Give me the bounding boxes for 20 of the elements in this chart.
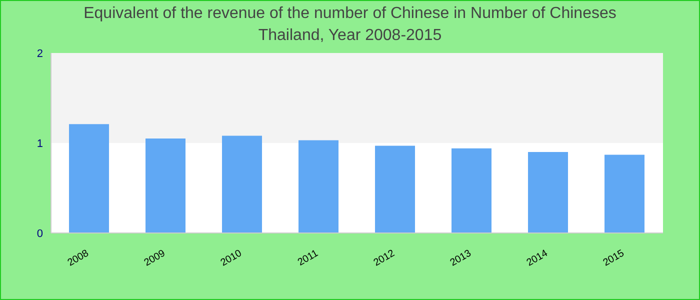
- bar: [298, 140, 338, 233]
- bar: [604, 154, 644, 233]
- y-tick-label: 2: [36, 48, 43, 60]
- x-tick-label: 2009: [142, 248, 168, 269]
- y-tick-label: 1: [36, 138, 43, 150]
- x-tick-label: 2012: [372, 248, 398, 269]
- bar: [146, 138, 186, 233]
- x-tick-label: 2011: [296, 248, 321, 268]
- x-tick-label: 2014: [524, 248, 550, 269]
- bar: [452, 148, 492, 233]
- bar: [375, 146, 415, 233]
- bar: [528, 152, 568, 233]
- bar: [222, 136, 262, 233]
- x-tick-label: 2008: [66, 248, 92, 269]
- x-tick-label: 2013: [448, 248, 474, 269]
- bar: [69, 124, 109, 233]
- x-tick-label: 2015: [601, 248, 627, 269]
- x-tick-label: 2010: [218, 248, 244, 269]
- chart-title: Equivalent of the revenue of the number of Chinese in Number of Chineses Thailand, Year 2008-2015: [82, 4, 618, 46]
- y-tick-label: 0: [36, 228, 43, 240]
